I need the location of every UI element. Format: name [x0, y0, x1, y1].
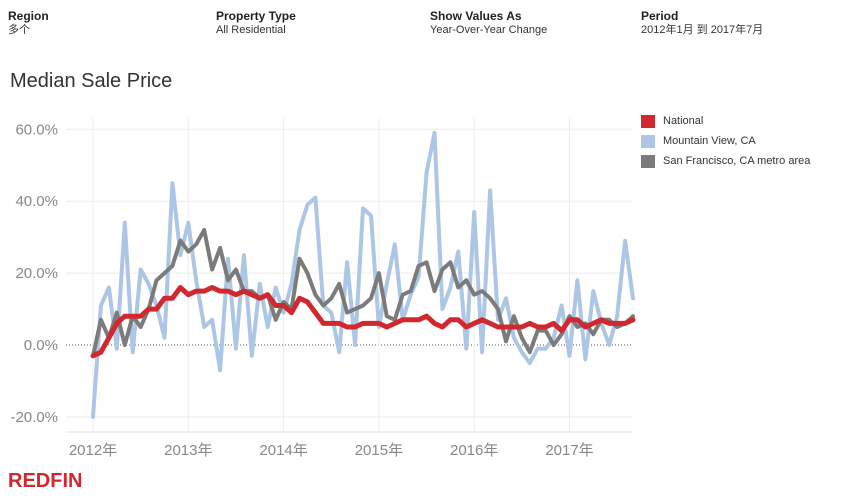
filter-bar: Region 多个 Property Type All Residential …: [0, 0, 849, 40]
y-tick-label: 40.0%: [15, 193, 58, 210]
y-tick-label: 0.0%: [24, 337, 58, 354]
y-tick-label: 20.0%: [15, 265, 58, 282]
chart-title: Median Sale Price: [10, 70, 173, 92]
region-filter-value[interactable]: 多个: [8, 24, 30, 36]
property-type-filter[interactable]: Property Type All Residential: [216, 9, 296, 37]
period-filter-value[interactable]: 2012年1月 到 2017年7月: [641, 24, 764, 36]
period-filter[interactable]: Period 2012年1月 到 2017年7月: [641, 9, 763, 37]
show-values-filter-value[interactable]: Year-Over-Year Change: [430, 24, 548, 36]
property-type-filter-value[interactable]: All Residential: [216, 24, 286, 36]
show-values-filter[interactable]: Show Values As Year-Over-Year Change: [430, 9, 547, 37]
legend-item[interactable]: San Francisco, CA metro area: [641, 151, 810, 171]
x-tick-label: 2014年: [259, 442, 307, 459]
show-values-filter-label: Show Values As: [430, 9, 522, 23]
period-filter-label: Period: [641, 9, 679, 23]
series-layer: [90, 130, 636, 419]
series-line: [90, 285, 636, 359]
x-tick-label: 2013年: [164, 442, 212, 459]
series-line: [91, 130, 635, 419]
tick-layer: 60.0% 40.0% 20.0% 0.0% -20.0% 2012年 2013年 2014年…: [10, 121, 593, 459]
legend-item[interactable]: Mountain View, CA: [641, 131, 810, 151]
x-tick-label: 2015年: [355, 442, 403, 459]
legend: National Mountain View, CA San Francisco, …: [641, 111, 810, 171]
x-tick-label: 2017年: [545, 442, 593, 459]
y-tick-label: 60.0%: [15, 121, 58, 138]
legend-swatch: [641, 134, 655, 148]
legend-swatch: [641, 114, 655, 128]
property-type-filter-label: Property Type: [216, 9, 296, 23]
legend-swatch: [641, 154, 655, 168]
legend-label: San Francisco, CA metro area: [663, 155, 811, 167]
x-tick-label: 2012年: [69, 442, 117, 459]
region-filter-label: Region: [8, 9, 49, 23]
y-tick-label: -20.0%: [10, 409, 58, 426]
legend-item[interactable]: National: [641, 111, 810, 131]
x-tick-label: 2016年: [450, 442, 498, 459]
series-line: [91, 228, 635, 358]
region-filter[interactable]: Region 多个: [8, 9, 49, 37]
legend-label: National: [663, 115, 704, 127]
legend-label: Mountain View, CA: [663, 135, 756, 147]
redfin-logo: REDFIN: [8, 470, 83, 492]
